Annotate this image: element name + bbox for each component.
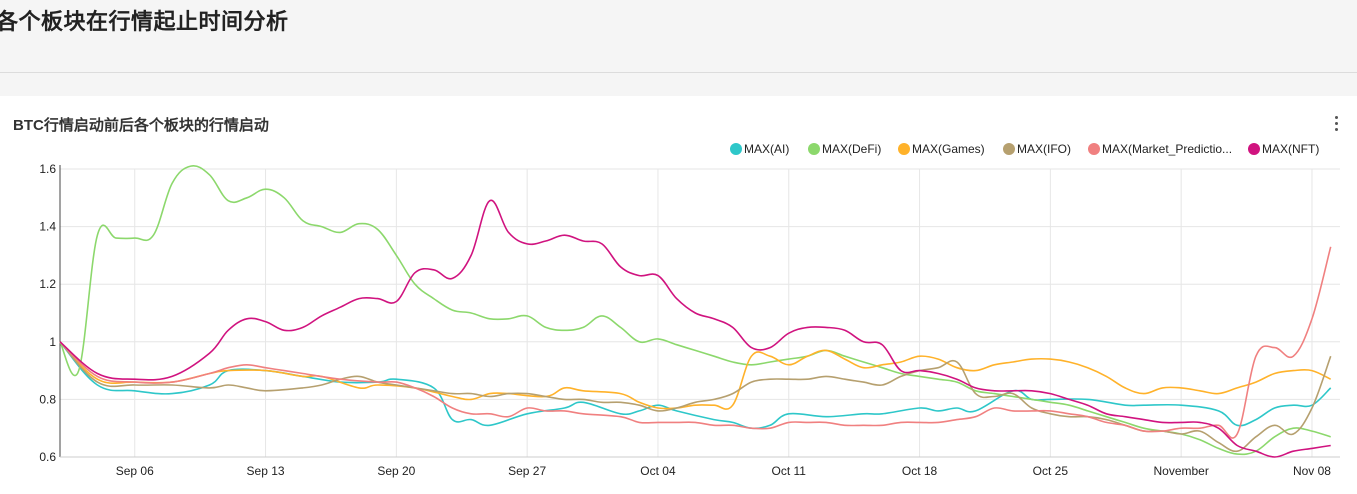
- legend-marker-games: [898, 143, 910, 155]
- legend-label-games: MAX(Games): [912, 142, 985, 156]
- page-title: 各个板块在行情起止时间分析: [0, 9, 289, 34]
- legend-marker-nft: [1248, 143, 1260, 155]
- x-tick-label: Sep 13: [247, 464, 285, 478]
- legend-label-market-predictio: MAX(Market_Predictio...: [1102, 142, 1232, 156]
- legend-label-defi: MAX(DeFi): [822, 142, 881, 156]
- legend-label-nft: MAX(NFT): [1262, 142, 1319, 156]
- x-tick-label: Nov 08: [1293, 464, 1331, 478]
- chart-card: BTC行情启动前后各个板块的行情启动 0.6 0.8 1 1.2 1.4 1.6 Sep 0…: [0, 96, 1357, 494]
- legend-marker-defi: [808, 143, 820, 155]
- x-tick-label: Oct 11: [772, 464, 807, 478]
- x-tick-label: Sep 27: [508, 464, 546, 478]
- x-tick-label: Sep 06: [116, 464, 154, 478]
- x-tick-label: Oct 04: [640, 464, 676, 478]
- series-line-market-predictio: [59, 246, 1332, 439]
- y-tick-label: 1.6: [39, 162, 56, 176]
- series-line-ifo: [59, 341, 1332, 453]
- series-line-defi: [59, 164, 1331, 456]
- y-tick-label: 0.8: [39, 392, 56, 406]
- legend-label-ai: MAX(AI): [744, 142, 789, 156]
- page-header: 各个板块在行情起止时间分析: [0, 0, 1357, 73]
- y-tick-label: 1.2: [39, 277, 56, 291]
- x-tick-label: Oct 25: [1033, 464, 1069, 478]
- x-tick-label: Oct 18: [902, 464, 938, 478]
- series-line-games: [59, 341, 1332, 410]
- legend-marker-ai: [730, 143, 742, 155]
- series-line-nft: [59, 199, 1331, 458]
- x-tick-label: November: [1153, 464, 1208, 478]
- series-line-ai: [59, 341, 1332, 430]
- line-chart: 0.6 0.8 1 1.2 1.4 1.6 Sep 06 Sep 13 Sep 20 Sep 27…: [39, 142, 1340, 478]
- legend-label-ifo: MAX(IFO): [1017, 142, 1071, 156]
- legend-marker-market-predictio: [1088, 143, 1100, 155]
- legend-marker-ifo: [1003, 143, 1015, 155]
- y-tick-label: 1: [49, 335, 56, 349]
- y-tick-label: 1.4: [39, 220, 56, 234]
- y-tick-label: 0.6: [39, 450, 56, 464]
- more-vertical-icon[interactable]: [1330, 114, 1342, 134]
- chart-title: BTC行情启动前后各个板块的行情启动: [13, 117, 269, 134]
- x-tick-label: Sep 20: [377, 464, 415, 478]
